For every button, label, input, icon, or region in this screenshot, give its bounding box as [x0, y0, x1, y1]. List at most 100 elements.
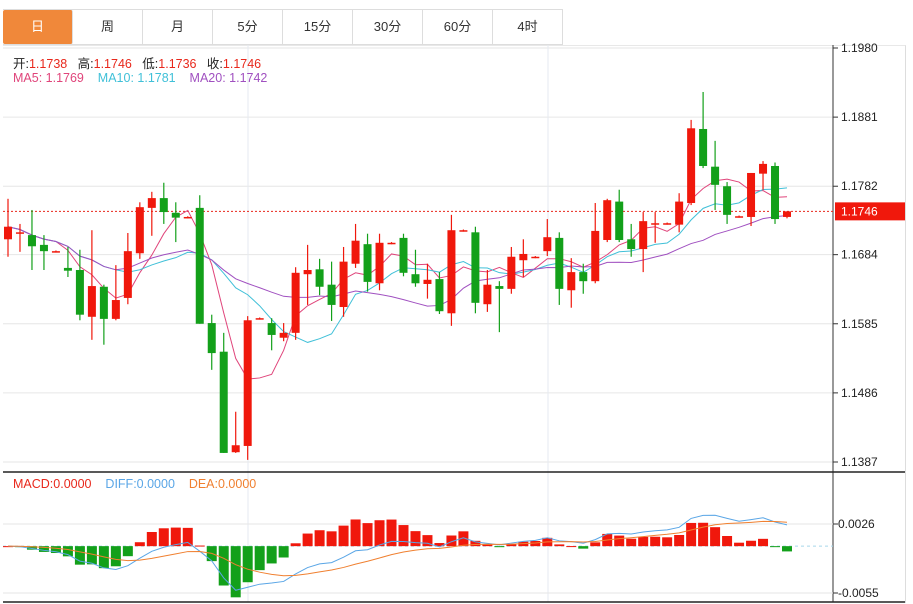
candle-up: [447, 230, 456, 314]
candle-up: [339, 261, 348, 308]
candle-up: [255, 318, 264, 320]
macd-bar: [314, 530, 325, 547]
macd-bar: [134, 542, 145, 547]
low-value: 1.1736: [158, 57, 197, 71]
tab-60min[interactable]: 60分: [423, 10, 493, 44]
candle-down: [471, 232, 480, 303]
macd-bar: [146, 531, 157, 547]
candle-down: [327, 284, 336, 305]
candle-down: [267, 323, 276, 335]
macd-bar: [662, 537, 673, 547]
dea-value: DEA:0.0000: [188, 477, 257, 491]
candle-up: [387, 242, 396, 245]
ma-legend: MA5: 1.1769 MA10: 1.1781 MA20: 1.1742: [13, 71, 267, 85]
candle-up: [639, 221, 648, 250]
macd-bar: [386, 519, 397, 547]
candle-down: [399, 237, 408, 273]
current-price-badge: [835, 202, 905, 221]
macd-tick-label: 0.0026: [838, 517, 875, 531]
macd-bar: [590, 542, 601, 547]
candle-down: [579, 272, 588, 282]
macd-bar: [74, 546, 85, 565]
candle-down: [495, 286, 504, 289]
macd-bar: [242, 546, 253, 583]
candle-up: [747, 172, 756, 217]
candle-down: [63, 267, 72, 271]
candle-up: [687, 128, 696, 203]
candle-up: [423, 279, 432, 284]
macd-bar: [338, 525, 349, 547]
candle-up: [123, 251, 132, 298]
candle-up: [279, 332, 288, 338]
candle-down: [615, 201, 624, 240]
candle-down: [315, 269, 324, 287]
candle-up: [147, 198, 156, 208]
candle-down: [699, 128, 708, 166]
macd-bar: [170, 527, 181, 547]
y-tick-label: 1.1881: [841, 110, 878, 124]
candle-up: [663, 223, 672, 225]
ohlc-legend: 开:1.1738 高:1.1746 低:1.1736 收:1.1746: [13, 53, 261, 72]
candle-down: [159, 198, 168, 213]
candle-up: [243, 320, 252, 446]
open-value: 1.1738: [28, 57, 68, 71]
macd-bar: [266, 546, 277, 564]
macd-bar: [710, 527, 721, 547]
tab-30min[interactable]: 30分: [353, 10, 423, 44]
tab-15min[interactable]: 15分: [283, 10, 353, 44]
candle-down: [627, 239, 636, 250]
candle-up: [507, 256, 516, 289]
macd-legend: MACD:0.0000 DIFF:0.0000 DEA:0.0000: [13, 477, 256, 491]
macd-bar: [62, 546, 73, 557]
macd-tick-label: -0.0055: [838, 586, 879, 600]
tab-month[interactable]: 月: [143, 10, 213, 44]
open-label: 开:: [13, 57, 29, 71]
macd-bar: [362, 523, 373, 547]
macd-bar: [506, 543, 517, 547]
candle-up: [543, 237, 552, 252]
macd-bar: [578, 546, 589, 549]
y-tick-label: 1.1486: [841, 386, 878, 400]
candle-up: [675, 201, 684, 225]
candle-up: [375, 242, 384, 284]
macd-bar: [530, 540, 541, 547]
candle-down: [207, 323, 216, 354]
macd-bar: [758, 538, 769, 547]
macd-bar: [302, 533, 313, 547]
ma10-legend: MA10: 1.1781: [97, 71, 176, 85]
candle-up: [87, 286, 96, 317]
candle-up: [735, 216, 744, 218]
macd-value: MACD:0.0000: [13, 477, 92, 491]
ma5-legend: MA5: 1.1769: [13, 71, 84, 85]
high-label: 高:: [77, 57, 94, 71]
candle-down: [27, 235, 36, 247]
macd-bar: [158, 528, 169, 547]
macd-bar: [422, 535, 433, 547]
tab-week[interactable]: 周: [73, 10, 143, 44]
macd-bar: [446, 535, 457, 547]
macd-bar: [566, 546, 577, 548]
low-label: 低:: [142, 57, 159, 71]
candle-down: [723, 186, 732, 215]
tab-day[interactable]: 日: [3, 10, 73, 44]
macd-bar: [734, 542, 745, 547]
candle-up: [783, 211, 791, 217]
macd-bar: [278, 546, 289, 558]
candle-down: [195, 207, 204, 324]
tab-5min[interactable]: 5分: [213, 10, 283, 44]
candle-up: [111, 300, 120, 319]
tab-4hour[interactable]: 4时: [493, 10, 563, 44]
macd-bar: [50, 546, 61, 554]
macd-bar: [326, 531, 337, 547]
candle-down: [219, 351, 228, 453]
ma5-line: [7, 178, 788, 380]
y-tick-label: 1.1585: [841, 317, 878, 331]
macd-bar: [458, 531, 469, 547]
candle-down: [711, 166, 720, 185]
macd-bar: [614, 535, 625, 547]
diff-value: DIFF:0.0000: [105, 477, 175, 491]
candle-up: [303, 270, 312, 275]
candle-up: [351, 240, 360, 264]
